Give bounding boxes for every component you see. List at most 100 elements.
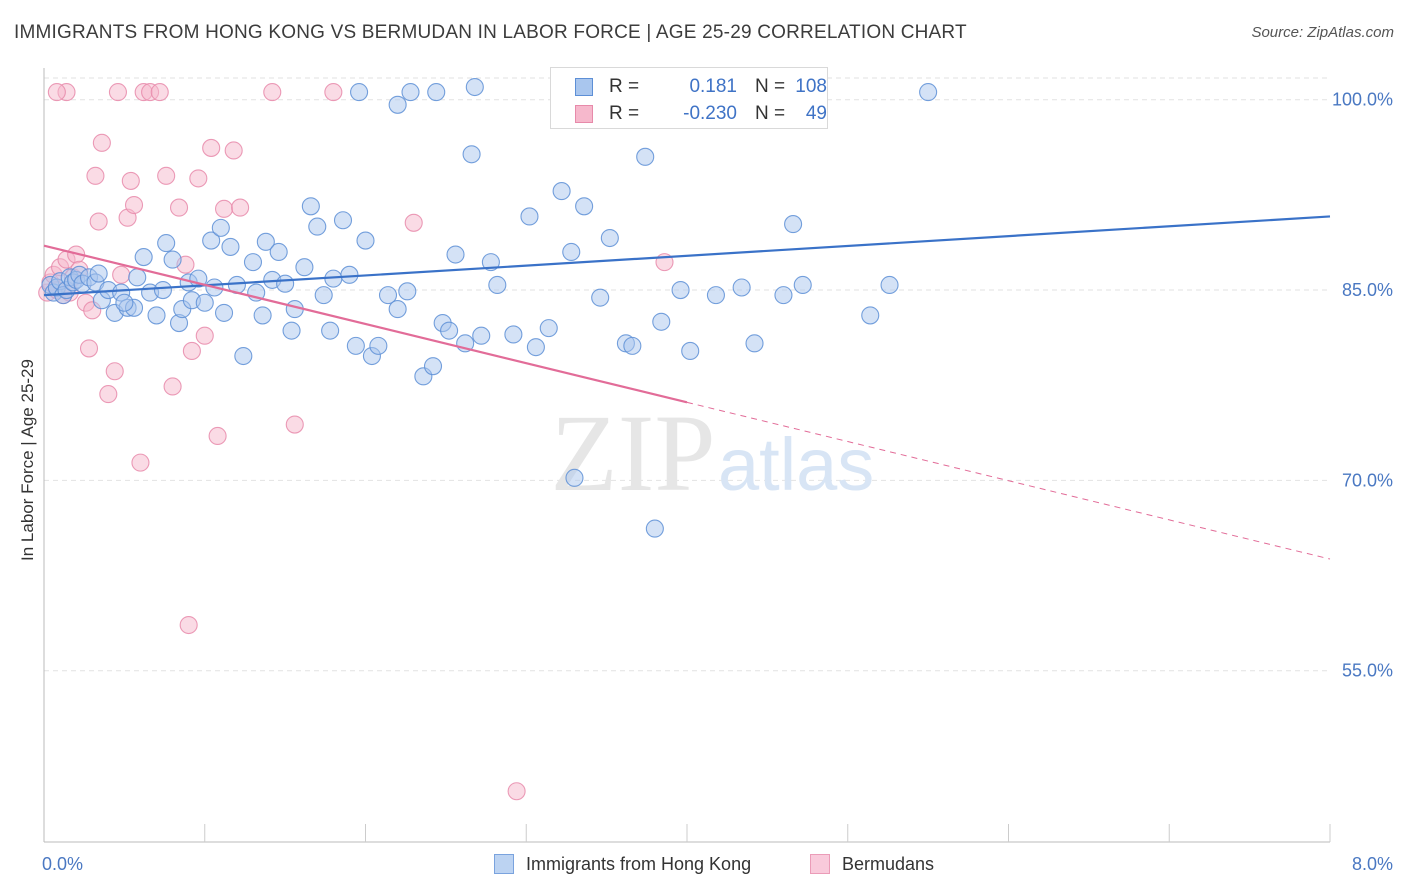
hong-kong-point: [645, 519, 664, 538]
hong-kong-point: [350, 83, 369, 102]
legend-r-value: 0.181: [689, 76, 737, 97]
hong-kong-point: [211, 218, 230, 237]
hong-kong-point: [115, 293, 134, 312]
hong-kong-point: [340, 265, 359, 284]
hong-kong-point: [333, 211, 353, 230]
bermudans-point: [507, 782, 526, 801]
hong-kong-point: [745, 334, 764, 353]
y-tick-label: 85.0%: [1342, 280, 1393, 300]
bermudans-point: [124, 195, 144, 215]
series-hong-kong-points: [41, 77, 938, 538]
hong-kong-point: [423, 357, 443, 376]
bermudans-point: [121, 171, 140, 190]
legend-label: Bermudans: [842, 854, 935, 874]
hong-kong-point: [919, 83, 938, 102]
hong-kong-point: [388, 300, 407, 319]
bermudans-point: [47, 83, 66, 102]
legend-n-value: 49: [805, 103, 827, 124]
watermark: ZIP atlas: [551, 392, 875, 514]
bermudans-point: [112, 265, 131, 284]
hong-kong-point: [301, 197, 320, 216]
bermudans-point: [79, 339, 99, 358]
hong-kong-point: [636, 147, 655, 166]
bermudans-trend-line-extension: [686, 401, 1331, 560]
hong-kong-point: [784, 215, 803, 234]
hong-kong-point: [793, 275, 812, 295]
bermudans-point: [89, 212, 108, 231]
hong-kong-point: [256, 232, 275, 251]
legend-label: Immigrants from Hong Kong: [526, 854, 752, 874]
hong-kong-point: [732, 278, 751, 297]
bermudans-point: [105, 362, 124, 381]
hong-kong-point: [623, 336, 642, 355]
hong-kong-point: [234, 346, 253, 366]
hong-kong-point: [575, 197, 594, 216]
hong-kong-point: [253, 306, 272, 325]
bermudans-point: [182, 341, 201, 361]
bermudans-point: [404, 213, 423, 232]
series-legend: Immigrants from Hong Kong Bermudans: [0, 850, 1406, 878]
source-credit: Source: ZipAtlas.com: [1251, 24, 1394, 41]
hong-kong-point: [163, 250, 182, 269]
bermudans-point: [108, 83, 127, 102]
bermudans-point: [179, 615, 198, 635]
axes: [43, 68, 1331, 843]
hong-kong-point: [202, 231, 221, 250]
hong-kong-point: [153, 280, 173, 300]
hong-kong-point: [861, 306, 880, 325]
hong-kong-point: [472, 326, 491, 345]
y-tick-label: 70.0%: [1342, 470, 1393, 490]
hong-kong-point: [706, 286, 725, 305]
bermudans-point: [99, 385, 118, 404]
bermudans-point: [202, 138, 221, 157]
watermark-zip: ZIP: [551, 392, 716, 514]
hong-kong-point: [221, 237, 240, 256]
hong-kong-point: [282, 321, 301, 340]
hong-kong-point: [369, 336, 388, 355]
hong-kong-point: [681, 341, 700, 361]
bermudans-point: [214, 199, 234, 218]
hong-kong-point: [552, 182, 571, 201]
legend-r-label: R =: [609, 103, 640, 124]
hong-kong-point: [465, 77, 484, 97]
trend-lines: [43, 215, 1331, 560]
hong-kong-point: [398, 282, 417, 301]
hong-kong-point: [128, 268, 147, 287]
hong-kong-point: [388, 95, 407, 114]
legend-r-label: R =: [609, 76, 640, 97]
hong-kong-point: [157, 234, 176, 253]
hong-kong-point: [243, 253, 263, 272]
bermudans-point: [263, 83, 282, 102]
hong-kong-point: [378, 286, 398, 305]
bermudans-point: [150, 83, 169, 102]
bermudans-point: [86, 166, 105, 185]
hong-kong-point: [446, 245, 465, 264]
hong-kong-point: [427, 83, 446, 102]
hong-kong-point: [214, 303, 234, 322]
hong-kong-point: [269, 242, 288, 262]
chart-title: IMMIGRANTS FROM HONG KONG VS BERMUDAN IN…: [14, 22, 967, 43]
hong-kong-point: [346, 336, 365, 355]
bermudans-point: [324, 83, 343, 102]
tick-labels: 100.0% 85.0% 70.0% 55.0% 0.0% 8.0%: [42, 90, 1393, 874]
legend-n-label: N =: [755, 103, 786, 124]
bermudans-point: [231, 198, 250, 217]
hong-kong-point: [481, 253, 500, 272]
bermudans-point: [189, 169, 208, 188]
hong-kong-point: [401, 83, 420, 102]
hong-kong-point: [462, 145, 481, 164]
bermudans-point: [163, 377, 182, 396]
bermudans-point: [92, 133, 111, 152]
hong-kong-point: [314, 286, 333, 305]
x-tick-label: 8.0%: [1352, 854, 1393, 874]
hong-kong-point: [652, 312, 671, 331]
hong-kong-point: [880, 275, 899, 295]
bermudans-point: [285, 415, 304, 434]
watermark-atlas: atlas: [718, 423, 874, 506]
legend-swatch-pink: [575, 105, 593, 123]
hong-kong-point: [488, 275, 507, 295]
hong-kong-point: [321, 321, 340, 340]
hong-kong-point: [440, 321, 459, 340]
correlation-legend: R = 0.181 N = 108 R = -0.230 N = 49: [550, 67, 828, 129]
